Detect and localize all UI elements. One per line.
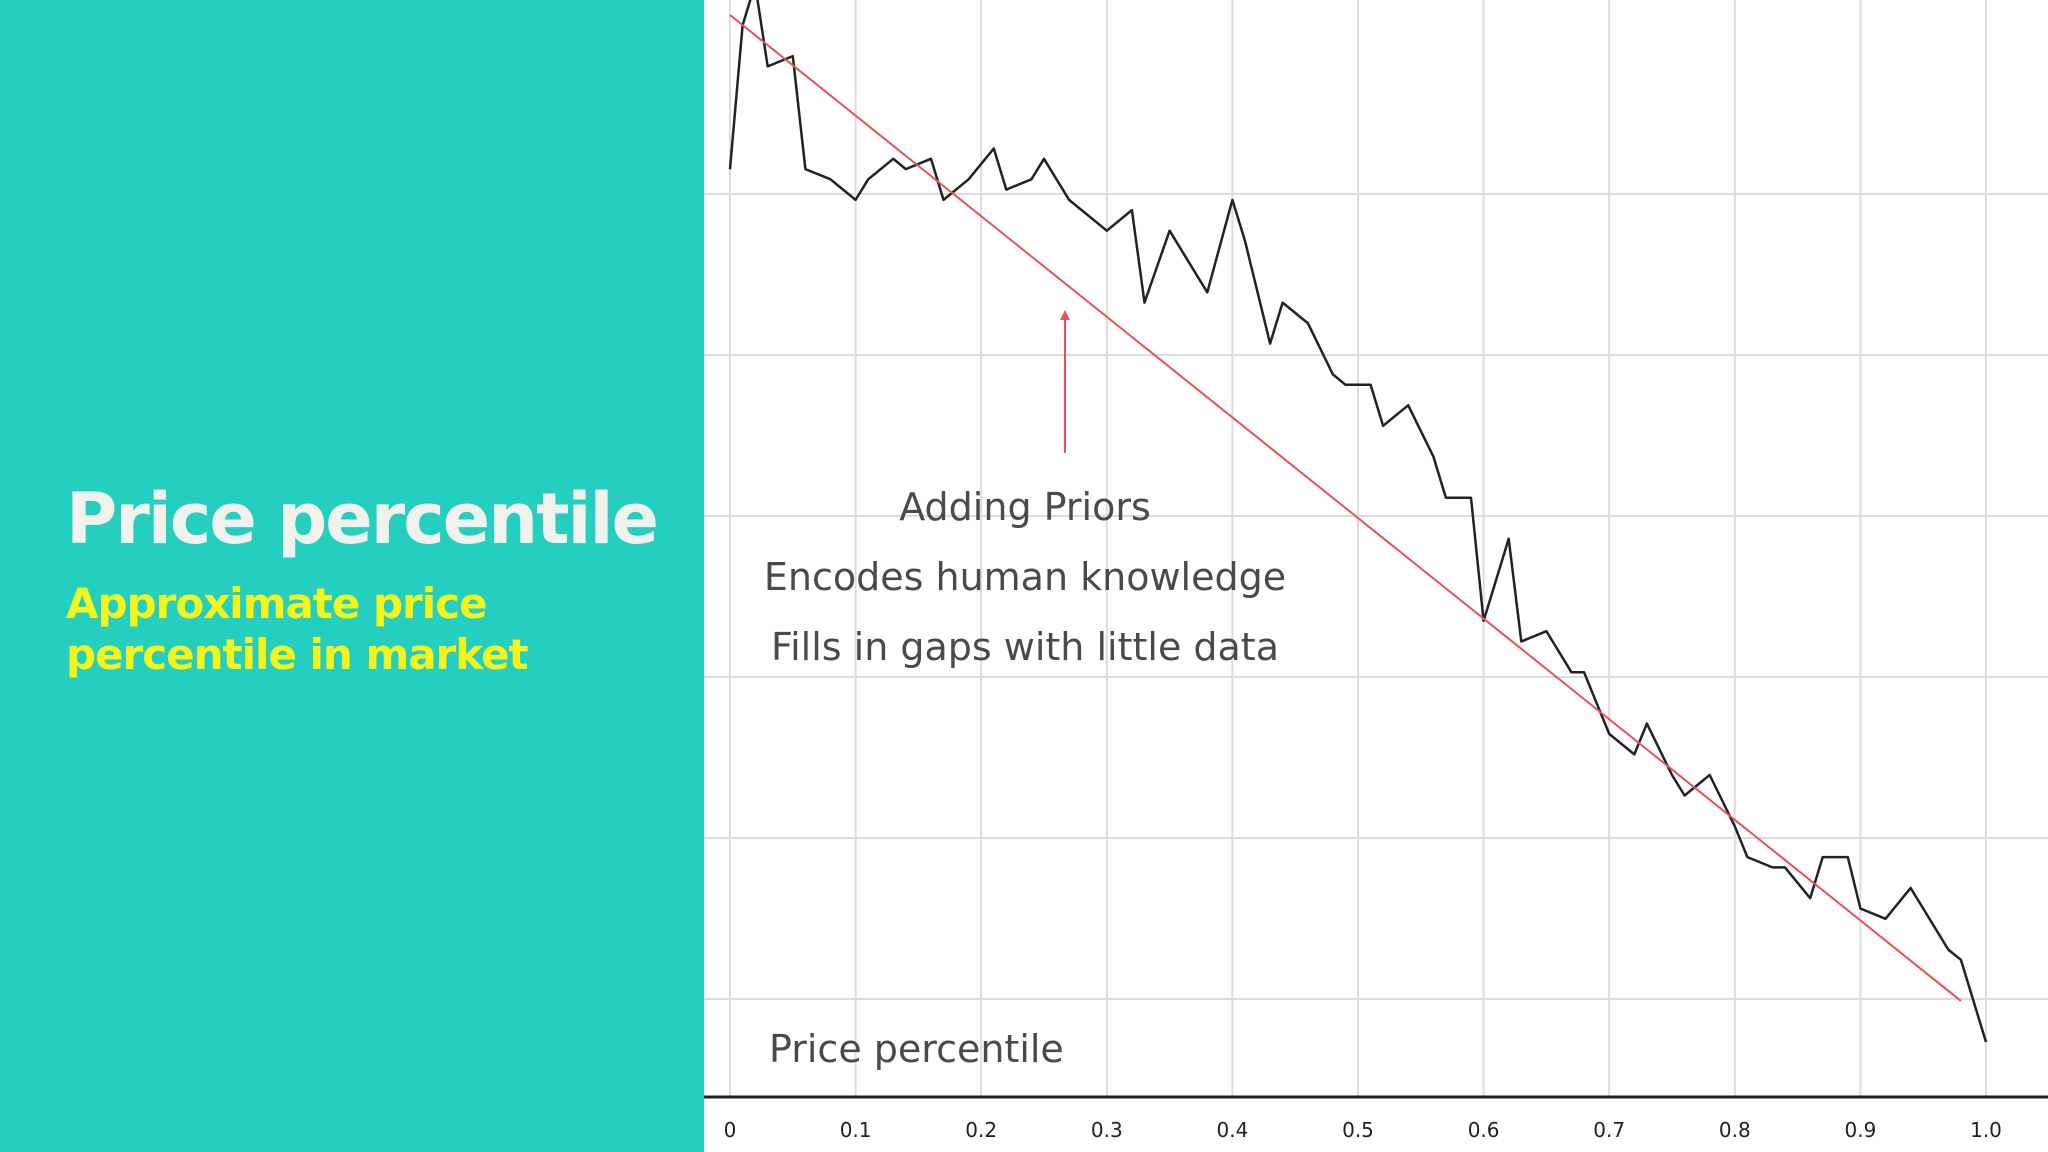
annotation-adding-priors: Adding Priors <box>899 485 1151 529</box>
slide-subtitle: Approximate price percentile in market <box>66 579 529 679</box>
annotation-encodes-knowledge: Encodes human knowledge <box>764 555 1286 599</box>
x-tick-label: 0 <box>724 1118 737 1142</box>
x-tick-labels: 0 0.1 0.2 0.3 0.4 0.5 0.6 0.7 0.8 0.9 1.0 <box>724 1118 2002 1142</box>
x-tick-label: 0.6 <box>1468 1118 1500 1142</box>
x-tick-label: 0.1 <box>840 1118 872 1142</box>
annotation-arrow-head <box>1060 310 1070 320</box>
x-tick-label: 0.4 <box>1216 1118 1248 1142</box>
prior-trend-line <box>729 14 1962 1002</box>
x-tick-label: 0.5 <box>1342 1118 1374 1142</box>
chart-grid <box>704 0 2048 1097</box>
x-tick-label: 0.8 <box>1719 1118 1751 1142</box>
price-series-line <box>728 0 1988 1043</box>
slide-title: Price percentile <box>66 478 659 560</box>
title-panel: Price percentile Approximate price perce… <box>0 0 704 1152</box>
annotation-fills-gaps: Fills in gaps with little data <box>771 625 1279 669</box>
x-tick-label: 0.3 <box>1091 1118 1123 1142</box>
chart-series <box>728 0 1988 1043</box>
x-tick-label: 1.0 <box>1970 1118 2002 1142</box>
x-tick-label: 0.2 <box>965 1118 997 1142</box>
x-axis-label: Price percentile <box>769 1027 1064 1071</box>
price-percentile-chart: 0 0.1 0.2 0.3 0.4 0.5 0.6 0.7 0.8 0.9 1.0 Adding P… <box>704 0 2048 1142</box>
x-tick-label: 0.9 <box>1844 1118 1876 1142</box>
x-tick-label: 0.7 <box>1593 1118 1625 1142</box>
